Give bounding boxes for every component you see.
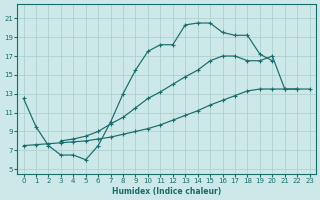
X-axis label: Humidex (Indice chaleur): Humidex (Indice chaleur) [112, 187, 221, 196]
